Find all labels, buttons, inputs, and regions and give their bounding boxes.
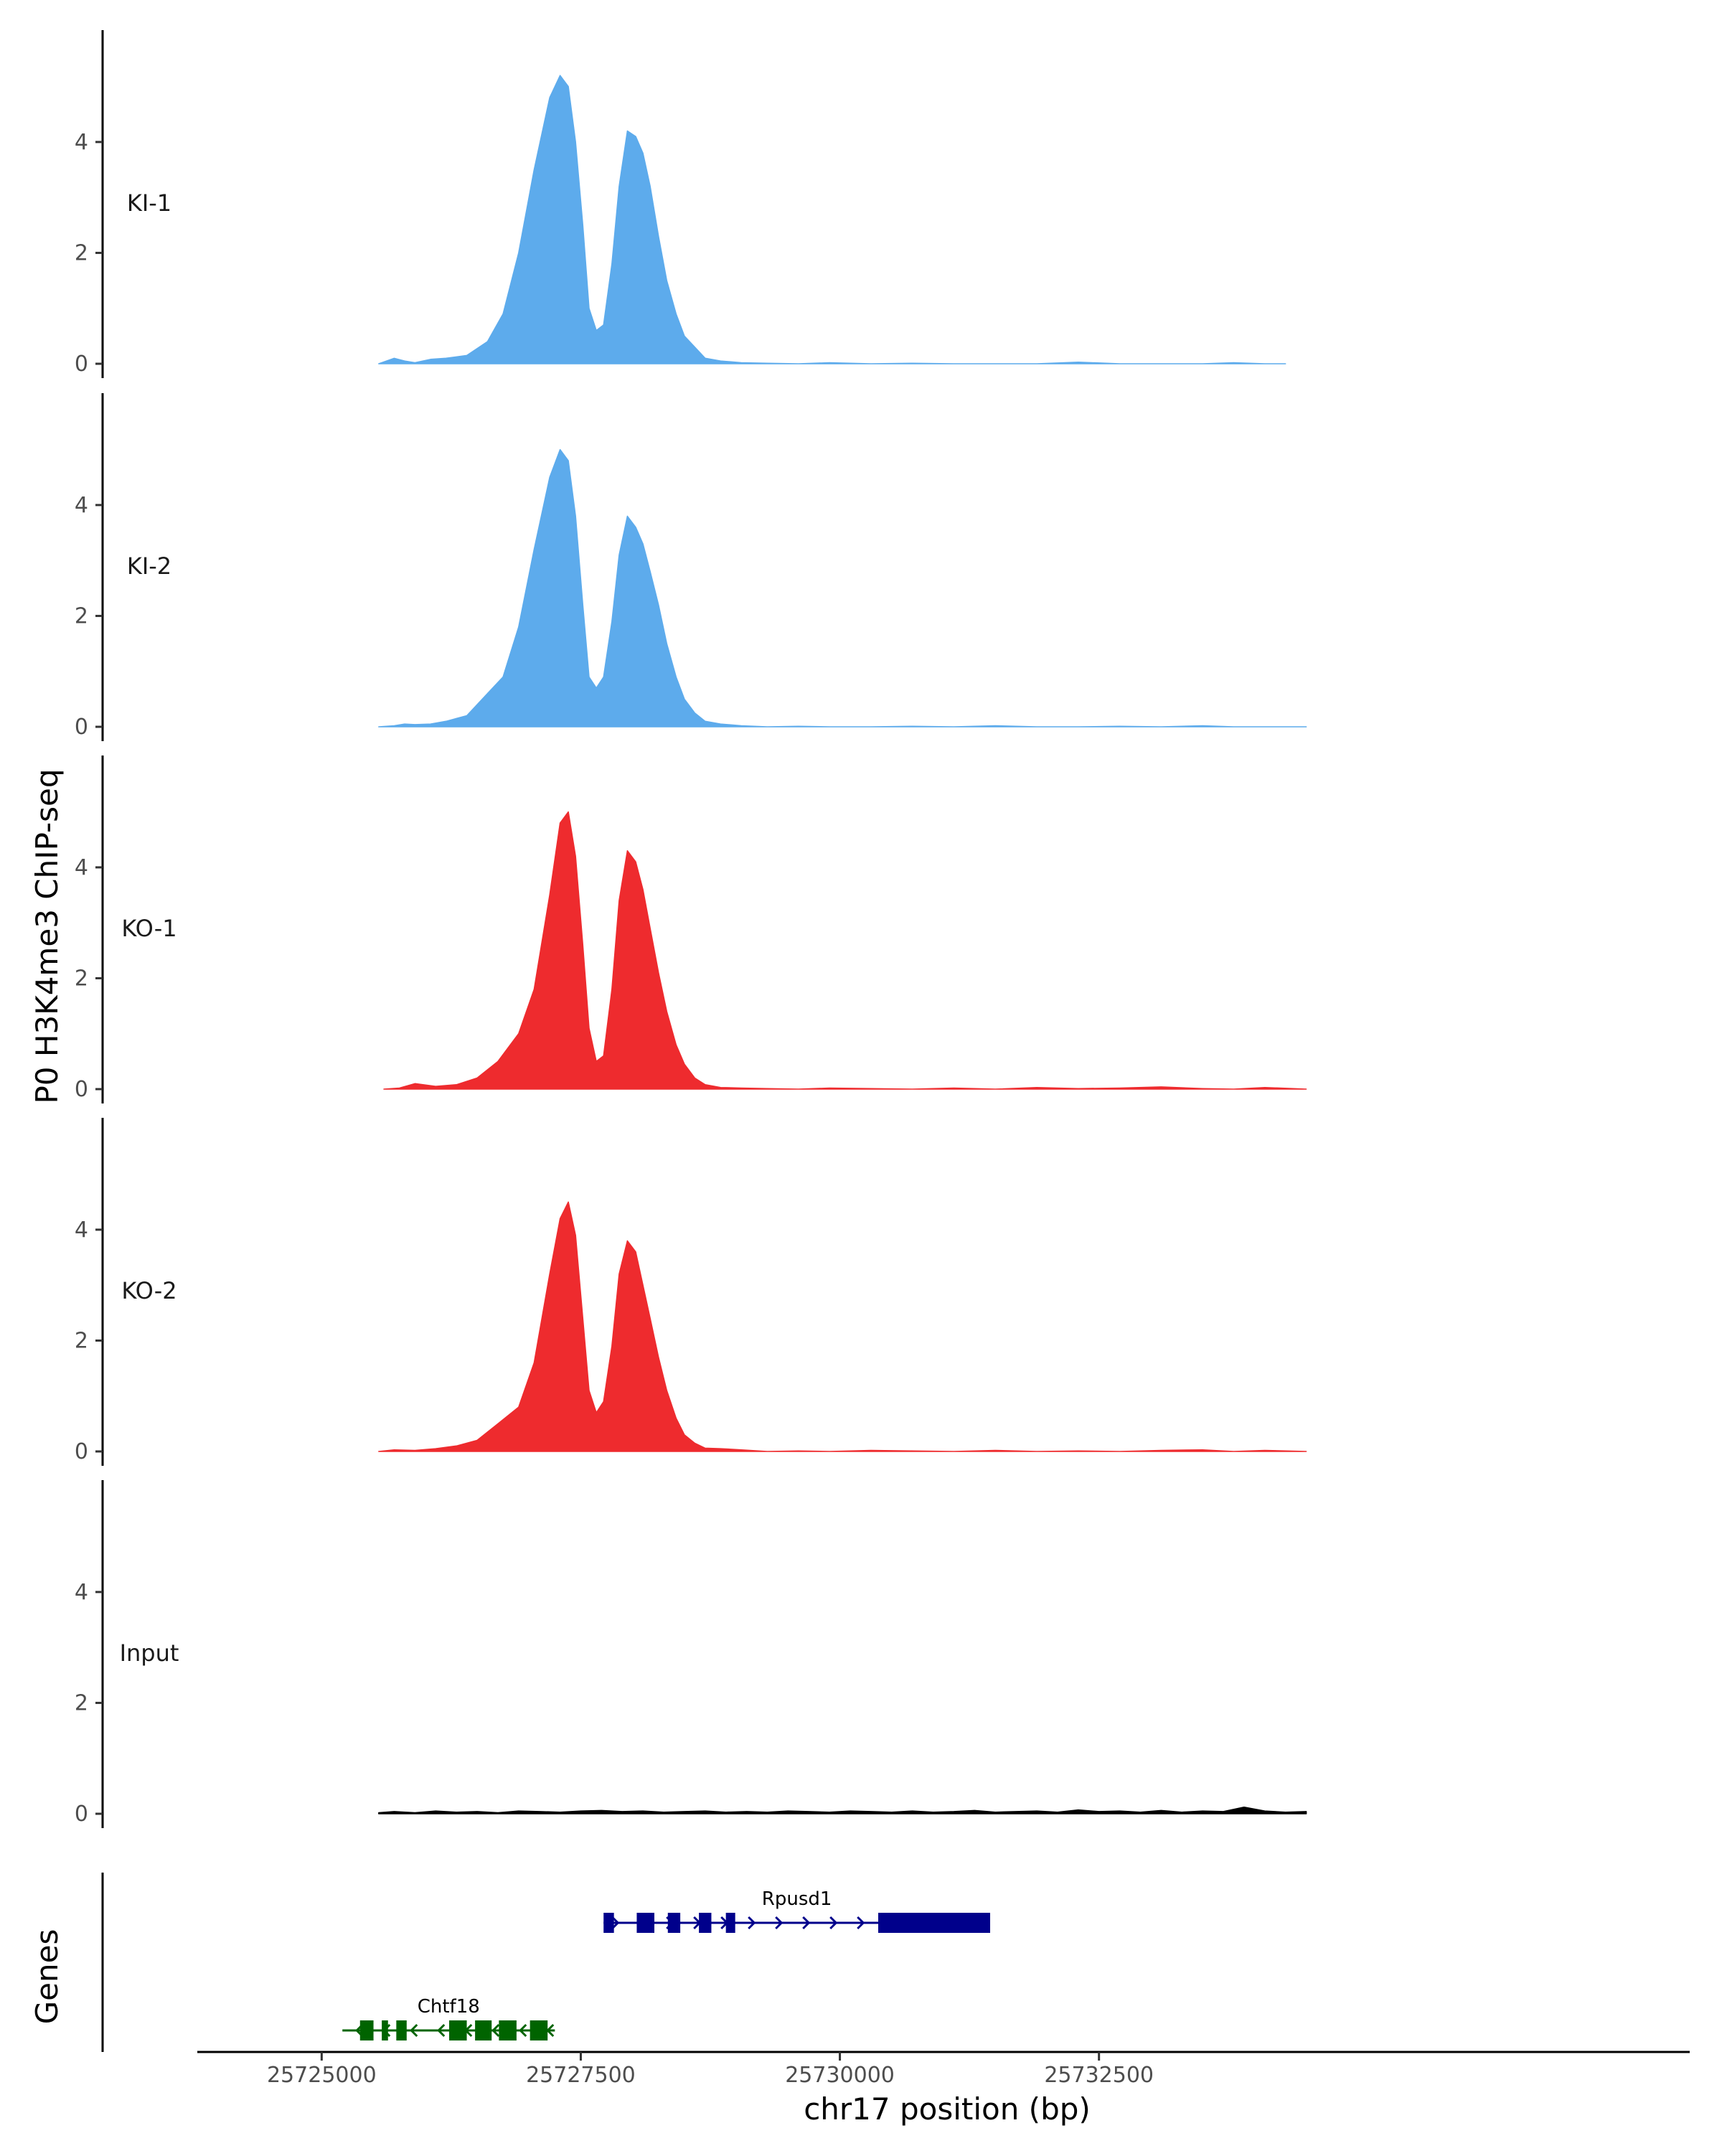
signal-area [378,448,1307,728]
y-tick-label: 2 [75,603,88,629]
strand-arrow [748,1916,756,1930]
x-tick-label: 25732500 [1044,2063,1154,2088]
strand-arrow [491,2023,500,2038]
y-tick-label: 2 [75,240,88,265]
gene-exon [449,2020,467,2040]
y-tick-label: 0 [75,1077,88,1102]
strand-arrow [410,2023,418,2038]
gene-exon [382,2020,388,2040]
gene-exon [667,1913,681,1933]
gene-label: Rpusd1 [762,1888,832,1910]
y-tick-label: 4 [75,1218,88,1243]
gene-exon [396,2020,407,2040]
signal-area [383,811,1307,1090]
signal-area [378,75,1286,364]
y-tick-label: 4 [75,493,88,518]
gene-exon [475,2020,492,2040]
strand-arrow [829,1916,838,1930]
gene-exon [499,2020,517,2040]
y-tick-label: 4 [75,855,88,880]
strand-arrow [857,1916,865,1930]
track-ko-1: 0 2 4 KO-1 [75,755,1307,1103]
gene-exon [359,2020,374,2040]
y-axis-title: P0 H3K4me3 ChIP-seq [29,768,65,1103]
y-tick-label: 4 [75,130,88,155]
x-tick-label: 25730000 [785,2063,895,2088]
x-axis-title: chr17 position (bp) [804,2091,1091,2127]
gene-exon [530,2020,548,2040]
y-tick-label: 2 [75,1690,88,1715]
y-tick-label: 4 [75,1580,88,1605]
track-label: KI-1 [127,189,171,217]
gene-label: Chtf18 [418,1996,480,2018]
strand-arrow [775,1916,784,1930]
track-label: Input [120,1639,179,1667]
gene-exon [699,1913,712,1933]
x-tick-label: 25727500 [526,2063,636,2088]
genes-panel-title: Genes [29,1929,65,2025]
y-tick-label: 0 [75,715,88,740]
signal-area [378,1201,1307,1452]
strand-arrow [802,1916,811,1930]
track-ki-2: 0 2 4 KI-2 [75,393,1307,741]
y-tick-label: 0 [75,352,88,377]
gene-exon [878,1913,990,1933]
gene-exon [725,1913,735,1933]
track-ki-1: 0 2 4 KI-1 [75,30,1286,378]
y-tick-label: 2 [75,966,88,991]
genes-panel: Rpusd1 Chtf18 25725000 25727500 25730000 2573… [101,1873,1690,2088]
y-tick-label: 0 [75,1802,88,1827]
track-label: KI-2 [127,552,171,580]
gene-rpusd1: Rpusd1 [603,1888,990,1933]
y-tick-label: 0 [75,1439,88,1464]
track-ko-2: 0 2 4 KO-2 [75,1118,1307,1466]
y-tick-label: 2 [75,1328,88,1353]
gene-exon [603,1913,614,1933]
strand-arrow [437,2023,446,2038]
strand-arrow [519,2023,527,2038]
signal-area [378,1806,1307,1814]
track-input: 0 2 4 Input [75,1480,1307,1828]
track-label: KO-2 [121,1277,177,1304]
strand-arrow [611,1916,620,1930]
gene-chtf18: Chtf18 [342,1996,555,2040]
x-tick-label: 25725000 [267,2063,377,2088]
track-label: KO-1 [121,915,177,942]
gene-exon [636,1913,654,1933]
